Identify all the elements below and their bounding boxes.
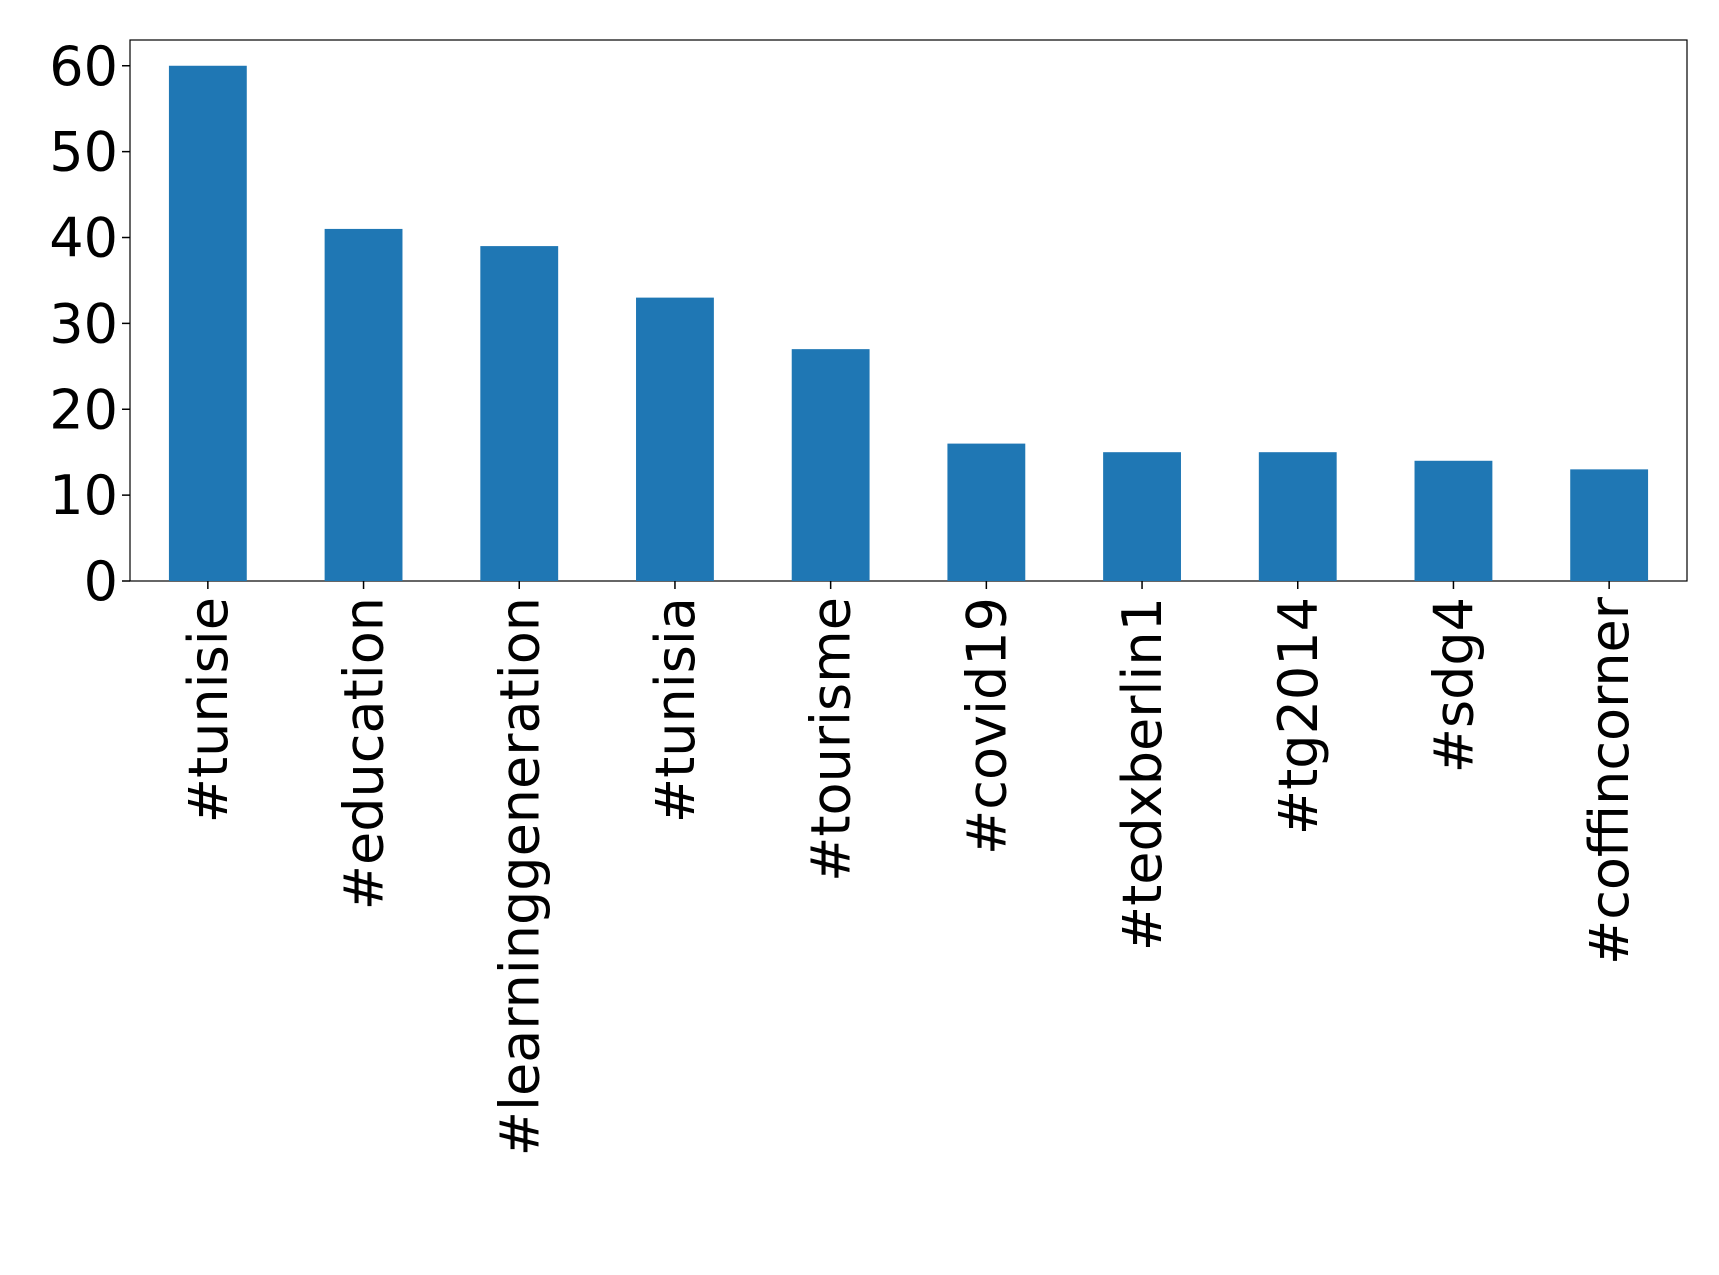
y-tick-label: 20 xyxy=(49,378,118,441)
bar xyxy=(636,297,714,581)
x-tick-label: #tunisia xyxy=(644,597,707,823)
bar xyxy=(947,443,1026,581)
x-tick-label: #education xyxy=(333,597,396,910)
x-tick-label: #tg2014 xyxy=(1267,597,1330,835)
y-tick-label: 40 xyxy=(49,207,118,270)
bar xyxy=(1258,452,1337,581)
bar xyxy=(324,228,403,581)
bar xyxy=(1570,469,1649,581)
x-tick-label: #tunisie xyxy=(177,597,240,823)
bar xyxy=(168,65,247,581)
x-tick-label: #tedxberlin1 xyxy=(1111,597,1174,951)
bar xyxy=(1103,452,1181,581)
y-tick-label: 10 xyxy=(49,464,118,527)
y-tick-label: 60 xyxy=(49,35,118,98)
y-tick-label: 0 xyxy=(84,550,118,613)
x-tick-label: #tourisme xyxy=(800,597,863,882)
plot-frame xyxy=(129,39,1688,582)
x-tick-label: #learninggeneration xyxy=(488,597,551,1156)
bar xyxy=(791,349,870,581)
y-tick-label: 50 xyxy=(49,121,118,184)
x-tick-label: #covid19 xyxy=(955,597,1018,855)
y-tick-label: 30 xyxy=(49,292,118,355)
x-tick-label: #coffincorner xyxy=(1578,596,1641,965)
bar xyxy=(1414,460,1493,581)
x-tick-label: #sdg4 xyxy=(1422,597,1485,773)
bar xyxy=(480,246,559,581)
